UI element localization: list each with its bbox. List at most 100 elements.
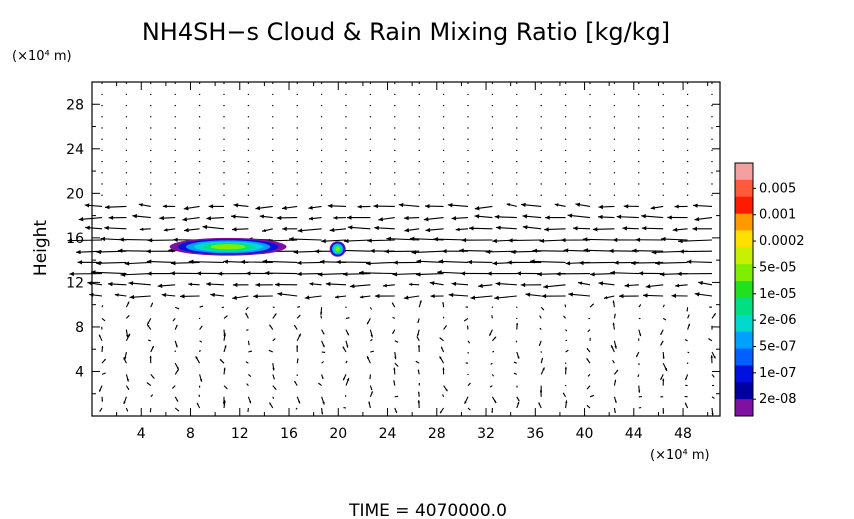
wind-arrowhead (202, 224, 208, 230)
wind-arrowhead (126, 410, 128, 412)
wind-arrowhead (408, 282, 413, 286)
wind-arrowhead (357, 204, 362, 209)
wind-arrowhead (579, 260, 584, 266)
wind-arrowhead (532, 248, 537, 253)
wind-dot (686, 183, 689, 185)
wind-dot (540, 149, 542, 152)
wind-dot (540, 160, 542, 163)
wind-arrow (288, 238, 322, 241)
wind-arrow (358, 272, 395, 275)
wind-arrowhead (491, 315, 493, 317)
wind-arrowhead (439, 356, 442, 360)
wind-arrowhead (367, 238, 372, 243)
wind-arrowhead (223, 259, 228, 264)
wind-dot (174, 104, 176, 107)
wind-arrowhead (170, 271, 175, 276)
wind-dot (345, 116, 347, 118)
wind-dot (150, 138, 152, 140)
wind-dot (101, 93, 103, 96)
colorbar-label: 1e-07 (759, 366, 797, 381)
wind-dot (101, 172, 103, 174)
wind-dot (223, 149, 225, 152)
wind-arrowhead (655, 260, 660, 266)
wind-arrowhead (249, 400, 252, 404)
wind-dot (467, 104, 469, 107)
y-tick-label: 12 (66, 275, 84, 291)
wind-arrow (119, 238, 151, 241)
wind-arrowhead (347, 215, 352, 220)
wind-arrowhead (612, 237, 618, 243)
wind-arrowhead (639, 304, 641, 306)
wind-arrowhead (274, 387, 277, 390)
plot-frame (91, 81, 721, 417)
wind-dot (296, 104, 298, 107)
wind-arrow (264, 272, 298, 275)
wind-dot (516, 317, 518, 320)
wind-arrow (188, 261, 225, 263)
wind-dot (589, 160, 591, 163)
wind-arrowhead (378, 217, 384, 222)
wind-arrowhead (537, 271, 542, 277)
wind-arrowhead (294, 324, 296, 327)
wind-dot (125, 149, 128, 152)
wind-dot (174, 116, 176, 118)
cloud-layer (169, 237, 346, 257)
wind-dot (150, 160, 152, 163)
wind-arrowhead (643, 293, 648, 298)
wind-arrowhead (249, 375, 251, 377)
wind-arrowhead (465, 362, 467, 364)
wind-dot (711, 183, 713, 185)
wind-dot (686, 362, 689, 364)
wind-dot (686, 149, 689, 152)
wind-arrowhead (147, 322, 150, 325)
wind-arrowhead (679, 249, 684, 254)
wind-dot (198, 82, 201, 84)
wind-arrow (90, 271, 127, 275)
wind-dot (662, 149, 664, 152)
wind-arrowhead (686, 259, 692, 264)
wind-dot (198, 317, 201, 320)
wind-arrowhead (541, 293, 547, 299)
wind-arrowhead (442, 301, 444, 304)
wind-arrowhead (708, 338, 710, 340)
wind-arrowhead (69, 271, 74, 277)
colorbar-label: 1e-05 (759, 287, 797, 302)
colorbar-swatch (735, 163, 753, 181)
wind-arrowhead (445, 388, 448, 392)
colorbar-swatch (735, 314, 753, 333)
wind-dot (442, 194, 445, 196)
wind-arrowhead (246, 329, 248, 331)
wind-arrowhead (245, 312, 248, 316)
wind-dot (320, 127, 323, 129)
wind-arrowhead (262, 259, 268, 264)
wind-dot (540, 93, 542, 96)
wind-dot (345, 160, 347, 163)
wind-arrowhead (274, 306, 275, 308)
wind-arrowhead (200, 325, 203, 328)
wind-dot (394, 160, 396, 163)
wind-arrowhead (369, 377, 371, 380)
wind-dot (589, 104, 591, 107)
wind-dot (345, 172, 347, 174)
wind-arrowhead (210, 292, 215, 298)
wind-dot (540, 172, 542, 174)
wind-dot (564, 149, 567, 152)
wind-arrowhead (403, 295, 409, 300)
wind-dot (662, 172, 664, 174)
wind-arrowhead (126, 334, 129, 338)
wind-arrow (579, 261, 615, 264)
wind-arrowhead (663, 304, 665, 306)
wind-dot (272, 127, 274, 129)
wind-arrowhead (268, 350, 271, 352)
wind-arrowhead (693, 203, 698, 208)
wind-dot (296, 172, 298, 174)
y-tick-label: 4 (75, 364, 84, 380)
wind-arrow (532, 250, 566, 252)
wind-dot (613, 160, 616, 163)
wind-dot (613, 127, 616, 129)
colorbar-label: 0.001 (759, 208, 796, 223)
wind-dot (540, 104, 542, 107)
wind-dot (369, 149, 372, 152)
wind-arrowhead (539, 327, 541, 329)
wind-dot (101, 127, 103, 129)
